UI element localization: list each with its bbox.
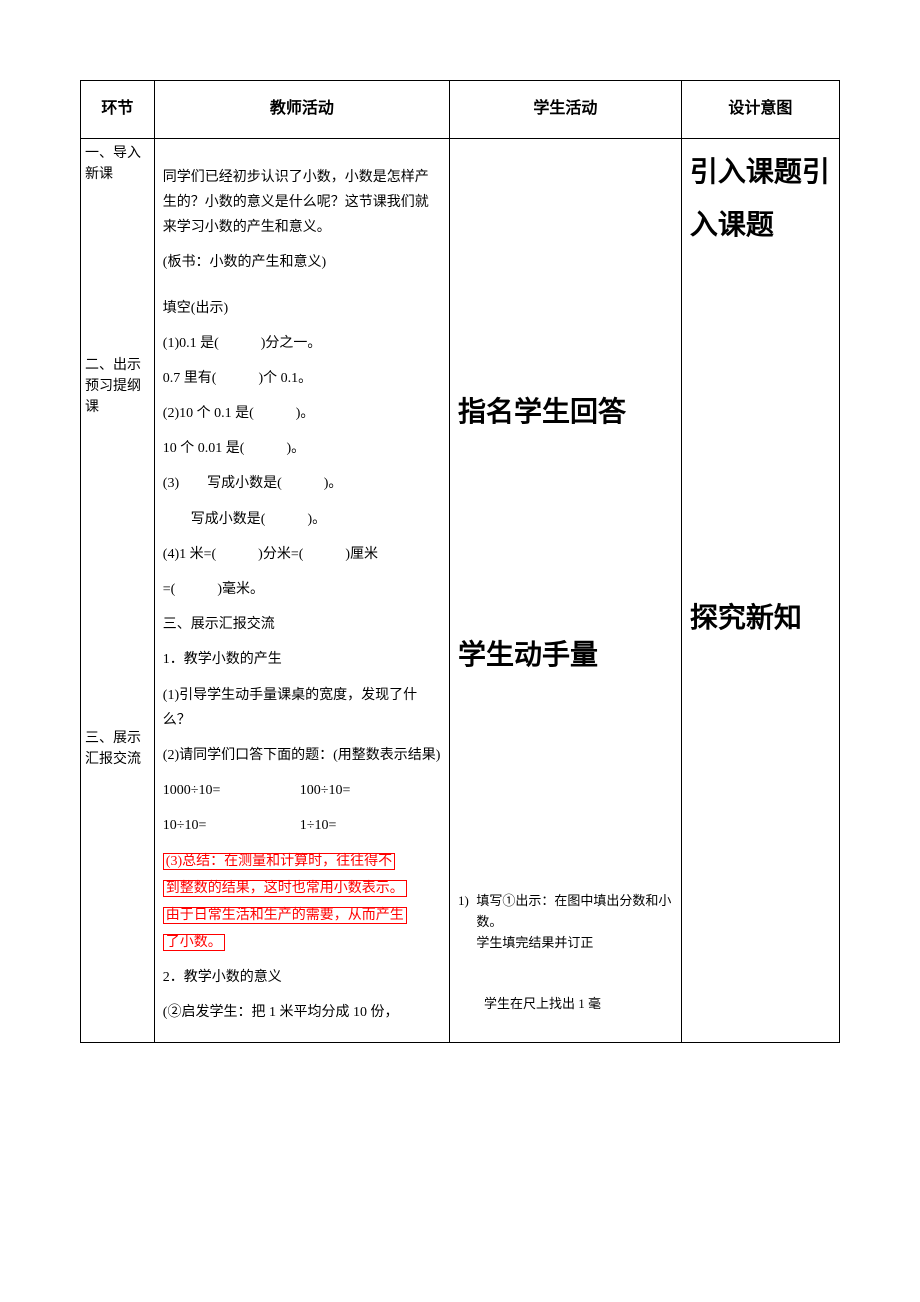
table-body-row: 一、导入新课 二、出示预习提纲课 三、展示汇报交流 同学们已经初步认识了小数，小… xyxy=(81,138,840,1042)
teacher-text: (4)1 米=( )分米=( )厘米 xyxy=(163,542,441,567)
teacher-text: (②启发学生：把 1 米平均分成 10 份， xyxy=(163,1000,441,1025)
teacher-text: 1000÷10= 100÷10= xyxy=(163,778,441,803)
student-response: 指名学生回答 xyxy=(458,385,673,438)
stage-2-label: 二、出示预习提纲课 xyxy=(85,355,150,418)
teacher-text: 10 个 0.01 是( )。 xyxy=(163,436,441,461)
table-header-row: 环节 教师活动 学生活动 设计意图 xyxy=(81,81,840,139)
teacher-text: 1．教学小数的产生 xyxy=(163,647,441,672)
teacher-text: 了小数。 xyxy=(163,930,441,955)
equation: 10÷10= xyxy=(163,813,297,838)
student-note-text: 填写①出示：在图中填出分数和小数。 xyxy=(476,893,671,929)
equation: 1000÷10= xyxy=(163,778,297,803)
header-student: 学生活动 xyxy=(449,81,681,139)
stage-3-label: 三、展示汇报交流 xyxy=(85,728,150,770)
teacher-text: 到整数的结果，这时也常用小数表示。 xyxy=(163,876,441,901)
teacher-text: (1)引导学生动手量课桌的宽度，发现了什么？ xyxy=(163,683,441,733)
teacher-text: (1)0.1 是( )分之一。 xyxy=(163,331,441,356)
teacher-text: 写成小数是( )。 xyxy=(163,507,441,532)
design-intent: 引入课题引入课题 xyxy=(690,145,831,251)
student-response: 学生动手量 xyxy=(458,628,673,681)
stage-1-label: 一、导入新课 xyxy=(85,143,150,185)
highlighted-text: 到整数的结果，这时也常用小数表示。 xyxy=(163,880,407,897)
header-stage: 环节 xyxy=(81,81,155,139)
teacher-text: (3)总结：在测量和计算时，往往得不 xyxy=(163,849,441,874)
teacher-text: =( )毫米。 xyxy=(163,577,441,602)
teacher-text: 填空(出示) xyxy=(163,296,441,321)
teacher-text: (2)10 个 0.1 是( )。 xyxy=(163,401,441,426)
teacher-cell: 同学们已经初步认识了小数，小数是怎样产生的？小数的意义是什么呢？这节课我们就来学… xyxy=(154,138,449,1042)
teacher-text: 10÷10= 1÷10= xyxy=(163,813,441,838)
header-design: 设计意图 xyxy=(681,81,839,139)
teacher-text: 2．教学小数的意义 xyxy=(163,965,441,990)
design-cell: 引入课题引入课题 探究新知 xyxy=(681,138,839,1042)
highlighted-text: (3)总结：在测量和计算时，往往得不 xyxy=(163,853,395,870)
student-cell: 指名学生回答 学生动手量 1) 填写①出示：在图中填出分数和小数。 学生填完结果… xyxy=(449,138,681,1042)
teacher-text: 三、展示汇报交流 xyxy=(163,612,441,637)
highlighted-text: 由于日常生活和生产的需要，从而产生 xyxy=(163,907,407,924)
teacher-text: 同学们已经初步认识了小数，小数是怎样产生的？小数的意义是什么呢？这节课我们就来学… xyxy=(163,165,441,241)
teacher-text: 由于日常生活和生产的需要，从而产生 xyxy=(163,903,441,928)
student-note-text: 学生填完结果并订正 xyxy=(476,935,593,950)
equation: 100÷10= xyxy=(300,783,351,798)
equation: 1÷10= xyxy=(300,818,337,833)
stage-cell: 一、导入新课 二、出示预习提纲课 三、展示汇报交流 xyxy=(81,138,155,1042)
highlighted-text: 了小数。 xyxy=(163,934,225,951)
design-intent: 探究新知 xyxy=(690,591,831,644)
lesson-plan-table: 环节 教师活动 学生活动 设计意图 一、导入新课 二、出示预习提纲课 三、展示汇… xyxy=(80,80,840,1043)
student-note: 1) 填写①出示：在图中填出分数和小数。 学生填完结果并订正 xyxy=(458,891,673,953)
document-page: 环节 教师活动 学生活动 设计意图 一、导入新课 二、出示预习提纲课 三、展示汇… xyxy=(0,0,920,1083)
student-note: 学生在尺上找出 1 毫 xyxy=(458,994,673,1015)
teacher-text: (板书：小数的产生和意义) xyxy=(163,250,441,275)
teacher-text: (2)请同学们口答下面的题：(用整数表示结果) xyxy=(163,743,441,768)
teacher-text: (3) 写成小数是( )。 xyxy=(163,471,441,496)
teacher-text: 0.7 里有( )个 0.1。 xyxy=(163,366,441,391)
header-teacher: 教师活动 xyxy=(154,81,449,139)
